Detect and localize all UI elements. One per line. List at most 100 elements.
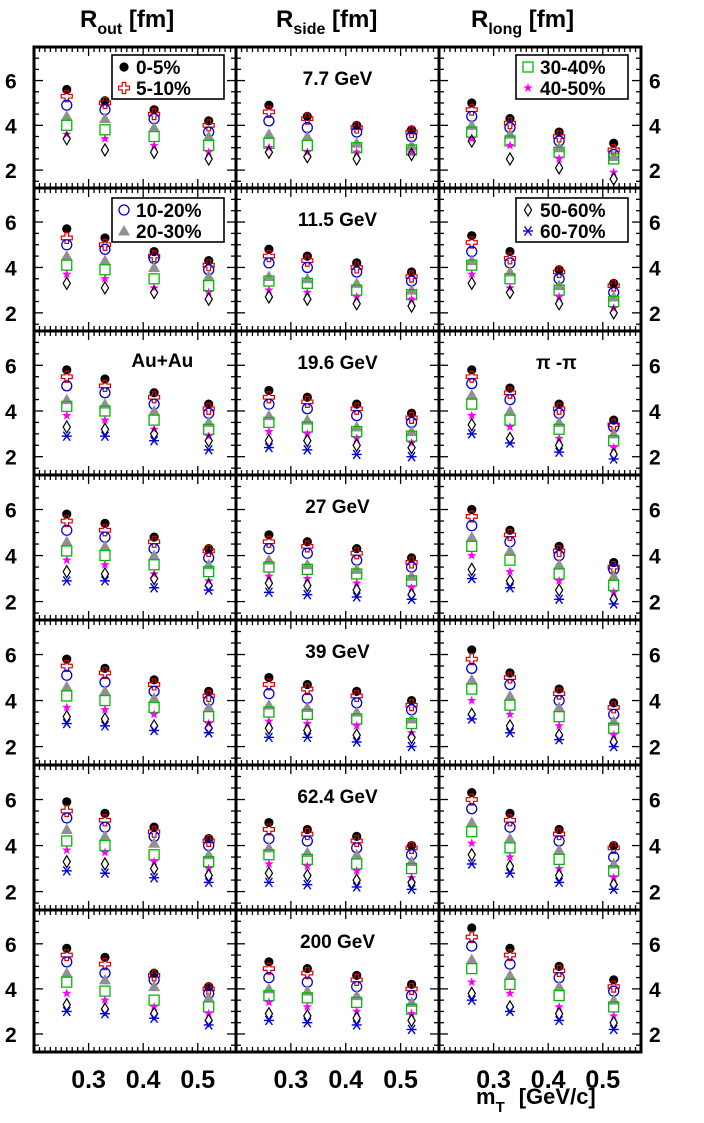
point-R_out-5-10% xyxy=(60,804,73,818)
asterisk-stroke xyxy=(467,428,476,439)
point-R_side-5-10% xyxy=(405,556,418,569)
point-R_long-60-70% xyxy=(504,1006,515,1017)
point-R_long-40-50% xyxy=(608,1010,619,1020)
point-R_long-60-70% xyxy=(554,734,565,745)
point-R_side-20-30% xyxy=(350,706,363,717)
point-R_side-20-30% xyxy=(301,701,314,712)
legend-30-50: 30-40%40-50% xyxy=(515,54,629,100)
legend-marker xyxy=(118,204,130,216)
y-tick-label-left: 2 xyxy=(5,303,17,326)
point-R_out-5-10% xyxy=(148,825,161,838)
point-R_side-50-60% xyxy=(264,289,274,305)
point-R_side-10-20% xyxy=(263,543,275,555)
point-R_out-20-30% xyxy=(148,980,161,992)
point-R_long-30-40% xyxy=(504,842,516,854)
x-tick-label: 0.5 xyxy=(180,1066,215,1094)
point-R_out-20-30% xyxy=(148,692,161,703)
asterisk-stroke xyxy=(523,226,533,236)
point-R_side-50-60% xyxy=(407,440,416,455)
asterisk-stroke xyxy=(505,582,515,593)
asterisk-stroke xyxy=(303,879,312,890)
point-R_long-30-40% xyxy=(553,711,565,723)
point-R_long-40-50% xyxy=(608,442,619,452)
point-R_side-0-5% xyxy=(264,672,274,683)
point-R_long-60-70% xyxy=(554,594,565,605)
point-R_out-40-50% xyxy=(100,273,110,283)
point-R_long-20-30% xyxy=(465,816,478,828)
point-R_out-40-50% xyxy=(100,704,110,714)
point-R_side-60-70% xyxy=(302,589,313,600)
y-tick-label-right: 4 xyxy=(649,691,661,714)
point-R_out-20-30% xyxy=(60,680,73,692)
point-R_out-0-5% xyxy=(62,365,72,375)
point-R_long-5-10% xyxy=(503,252,517,265)
legend-marker xyxy=(523,226,533,236)
point-R_long-60-70% xyxy=(608,598,619,609)
point-R_out-60-70% xyxy=(149,582,160,593)
point-R_out-60-70% xyxy=(61,431,72,442)
asterisk-stroke xyxy=(62,431,71,442)
y-tick-label-right: 2 xyxy=(649,303,661,326)
point-R_long-30-40% xyxy=(466,683,478,695)
point-R_side-20-30% xyxy=(262,699,275,710)
point-R_out-5-10% xyxy=(98,238,112,251)
point-R_side-5-10% xyxy=(262,678,276,691)
point-R_out-40-50% xyxy=(100,995,110,1005)
point-R_out-60-70% xyxy=(149,725,160,736)
y-tick-label-right: 4 xyxy=(649,836,661,859)
point-R_long-20-30% xyxy=(503,969,516,980)
point-R_long-40-50% xyxy=(467,977,477,987)
point-R_side-20-30% xyxy=(301,130,314,142)
point-R_long-10-20% xyxy=(504,821,516,833)
point-R_side-40-50% xyxy=(406,1008,417,1018)
point-R_side-10-20% xyxy=(301,403,313,415)
y-tick-label-left: 4 xyxy=(5,836,17,859)
panel-annotations: 2 2 4 4 6 6 2 2 4 4 6 6 2 2 4 4 6 6 2 2 4 4 6 6 2 2 4 4 6 6 2 2 4 4 6 6 2 2 4 4… xyxy=(5,54,661,1094)
point-R_long-60-70% xyxy=(504,727,515,738)
point-R_side-20-30% xyxy=(350,848,363,860)
x-tick-label: 0.3 xyxy=(273,1066,308,1094)
point-R_out-50-60% xyxy=(204,151,214,167)
point-R_side-20-30% xyxy=(350,989,363,1001)
asterisk-stroke xyxy=(62,1006,71,1017)
point-R_out-20-30% xyxy=(60,393,73,405)
point-R_side-20-30% xyxy=(262,554,275,565)
point-R_long-40-50% xyxy=(554,575,564,585)
point-R_side-40-50% xyxy=(302,718,313,728)
point-R_long-50-60% xyxy=(554,727,564,743)
point-R_side-5-10% xyxy=(262,535,276,548)
x-tick-label: 0.3 xyxy=(71,1066,106,1094)
point-R_long-20-30% xyxy=(503,832,516,844)
point-R_side-40-50% xyxy=(264,858,274,869)
point-R_long-50-60% xyxy=(467,847,477,862)
point-R_long-30-40% xyxy=(466,398,478,410)
point-R_side-5-10% xyxy=(405,699,418,712)
point-R_long-40-50% xyxy=(467,550,477,560)
point-R_out-20-30% xyxy=(98,830,111,841)
point-R_long-5-10% xyxy=(607,841,620,854)
point-R_side-5-10% xyxy=(350,689,363,703)
point-R_side-50-60% xyxy=(407,730,416,745)
header-rout: Rout [fm] xyxy=(80,6,174,38)
asterisk-stroke xyxy=(204,1020,213,1030)
point-R_long-50-60% xyxy=(554,296,564,311)
point-R_out-50-60% xyxy=(62,419,72,435)
point-R_long-10-20% xyxy=(504,958,516,970)
asterisk-stroke xyxy=(204,877,213,888)
point-R_out-40-50% xyxy=(100,133,110,143)
point-R_side-60-70% xyxy=(406,741,417,752)
point-R_long-0-5% xyxy=(467,923,477,933)
legend-marker xyxy=(118,225,130,236)
point-R_out-20-30% xyxy=(98,685,111,696)
point-R_side-40-50% xyxy=(351,720,362,730)
header-rside: Rside [fm] xyxy=(276,6,377,38)
energy-label: 27 GeV xyxy=(305,497,370,518)
point-R_out-5-10% xyxy=(202,402,215,415)
legend-label: 40-50% xyxy=(540,79,606,100)
point-R_side-50-60% xyxy=(303,149,312,164)
asterisk-stroke xyxy=(555,734,564,745)
point-R_out-10-20% xyxy=(99,387,111,399)
point-R_out-60-70% xyxy=(203,585,214,596)
point-R_long-20-30% xyxy=(553,558,566,570)
legend-marker xyxy=(119,62,129,72)
